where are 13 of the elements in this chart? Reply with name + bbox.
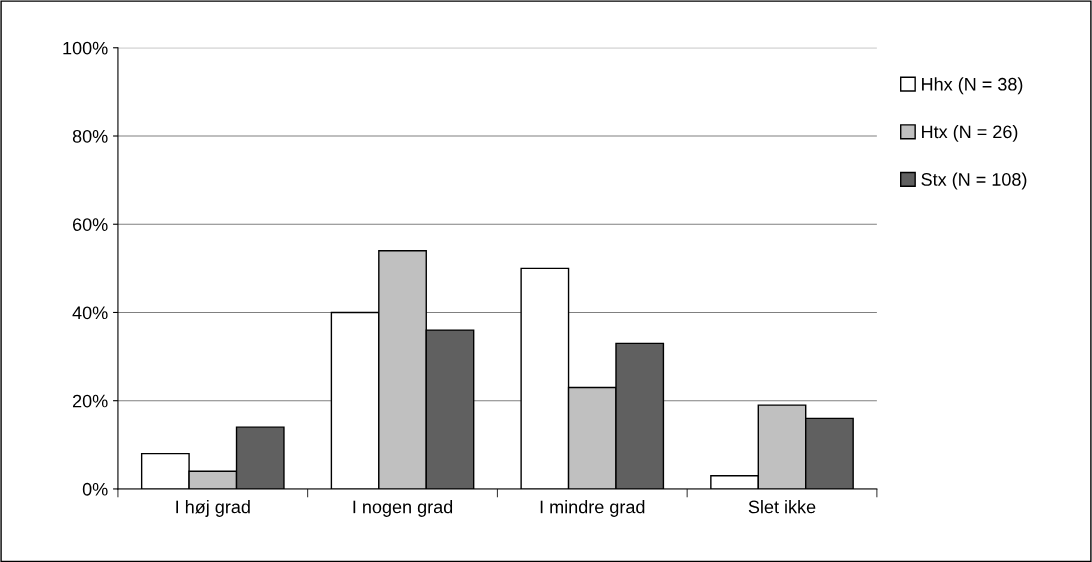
y-tick-label: 60% xyxy=(72,218,108,231)
legend-label: Stx (N = 108) xyxy=(921,172,1027,190)
y-tick-label: 100% xyxy=(63,41,108,55)
x-tick-label: I høj grad xyxy=(176,500,250,517)
x-tick-label: I nogen grad xyxy=(353,500,453,517)
x-tick-label: I mindre grad xyxy=(540,500,645,517)
legend-label: Hhx (N = 38) xyxy=(922,77,1023,95)
x-tick-label: Slet ikke xyxy=(748,500,816,514)
y-tick-label: 80% xyxy=(72,129,108,143)
y-tick-label: 20% xyxy=(72,394,108,408)
y-tick-label: 40% xyxy=(72,306,108,320)
legend-label: Htx (N = 26) xyxy=(922,124,1018,142)
y-tick-label: 0% xyxy=(82,482,108,496)
